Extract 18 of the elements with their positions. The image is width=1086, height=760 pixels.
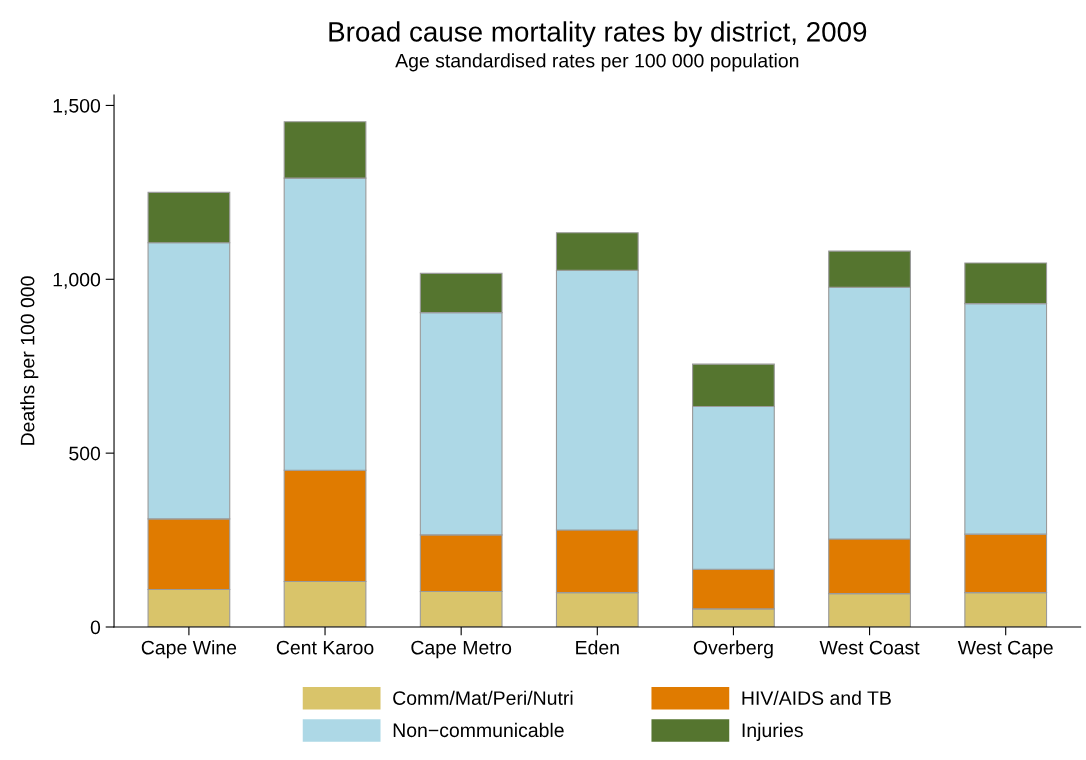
x-tick-label: Cape Metro xyxy=(411,640,512,659)
chart-title: Broad cause mortality rates by district, 2009 xyxy=(329,21,867,48)
legend-label: HIV/AIDS and TB xyxy=(742,690,891,705)
legend-label: Comm/Mat/Peri/Nutri xyxy=(393,690,573,705)
x-tick-label: West Cape xyxy=(957,640,1053,659)
x-tick-label: West Coast xyxy=(819,640,920,655)
y-tick-label: 1,500 xyxy=(53,98,101,115)
chart-subtitle: Age standardised rates per 100 000 population xyxy=(395,53,799,72)
y-tick-label: 500 xyxy=(69,446,101,461)
x-tick-label: Cent Karoo xyxy=(276,640,374,655)
legend-label: Injuries xyxy=(742,722,803,741)
y-tick-label: 0 xyxy=(90,620,101,635)
x-tick-label: Eden xyxy=(576,640,619,655)
x-tick-label: Cape Wine xyxy=(141,640,237,659)
legend-label: Non−communicable xyxy=(393,722,564,738)
x-tick-label: Overberg xyxy=(693,640,773,659)
y-tick-label: 1,000 xyxy=(53,272,101,289)
y-axis-title: Deaths per 100 000 xyxy=(20,276,39,445)
